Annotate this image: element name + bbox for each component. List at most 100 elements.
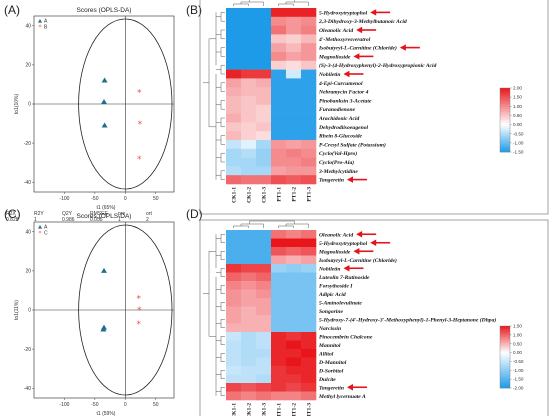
heatmap-cell (286, 87, 302, 97)
heatmap-cell (301, 289, 317, 299)
data-point-star: * (138, 120, 143, 130)
heatmap-cell (301, 34, 317, 44)
colorbar-segment (500, 107, 510, 110)
colorbar-tick-label: 1.00 (513, 332, 522, 337)
heatmap-cell (301, 349, 317, 358)
colorbar-tick-label: 0.00 (513, 122, 522, 127)
heatmap-cell (286, 366, 302, 375)
heatmap-cell (226, 113, 242, 123)
heatmap-cell (256, 315, 272, 324)
colorbar-segment (500, 105, 510, 108)
heatmap-cell (256, 34, 272, 44)
row-label: 3-Methylcytidine (318, 169, 358, 175)
highlight-arrow-head (370, 239, 377, 246)
legend-marker-star: * (39, 230, 42, 237)
heatmap-cell (256, 323, 272, 333)
colorbar-segment (500, 370, 510, 373)
metric-label: R2Y (34, 211, 44, 217)
colorbar-segment (500, 338, 510, 341)
metric-value: 0.055 (90, 217, 103, 223)
heatmap-cell (256, 148, 272, 158)
colorbar-segment (500, 144, 510, 146)
heatmap-cell (301, 113, 317, 123)
colorbar-segment (500, 332, 510, 335)
heatmap-cell (271, 332, 287, 341)
colorbar-segment (500, 364, 510, 367)
heatmap-cell (271, 175, 287, 185)
heatmap-cell (256, 43, 272, 53)
row-label: Oleanolic Acid (319, 232, 353, 238)
heatmap-cell (241, 104, 257, 114)
y-tick-label: 0 (28, 102, 31, 108)
heatmap-cell (256, 264, 272, 273)
heatmap-cell (286, 315, 302, 324)
column-label: CK1-2 (247, 403, 253, 416)
heatmap-cell (271, 157, 287, 167)
column-dendrogram (278, 3, 294, 6)
heatmap-cell (241, 69, 257, 79)
heatmap-cell (241, 157, 257, 167)
row-label: 4'-Methoxyresveratrol (318, 37, 371, 43)
heatmap-cell (286, 131, 302, 141)
heatmap-cell (301, 25, 317, 35)
highlight-arrow-head (343, 265, 350, 272)
row-label: Magnolioside (318, 249, 351, 255)
y-tick-label: -20 (24, 347, 31, 353)
row-label: 2,3-Dihydroxy-3-Methylbutanoic Acid (318, 19, 407, 25)
hotelling-ellipse (78, 224, 173, 396)
heatmap-cell (256, 374, 272, 384)
heatmap-cell (301, 69, 317, 79)
heatmap-cell (301, 104, 317, 114)
x-tick-label: 50 (153, 402, 159, 408)
row-label: Tangeretin (319, 385, 344, 391)
data-point-triangle (100, 326, 107, 332)
heatmap-cell (241, 340, 257, 350)
heatmap-cell (256, 332, 272, 341)
legend-label: B (44, 25, 48, 31)
colorbar-segment (500, 113, 510, 116)
heatmap-cell (226, 289, 242, 299)
colorbar-segment (500, 140, 510, 143)
heatmap-cell (256, 8, 272, 18)
heatmap-cell (241, 113, 257, 123)
heatmap-cell (286, 357, 302, 367)
heatmap-cell (271, 69, 287, 79)
colorbar-segment (500, 360, 510, 362)
row-label: 4-Epi-Curcumenol (318, 81, 363, 87)
row-label: 5-Hydroxy-7-(4'-Hydroxy-3'-Methoxyphenyl… (319, 316, 496, 323)
heatmap-cell (271, 60, 287, 70)
highlight-arrow-head (353, 248, 360, 255)
colorbar-segment (500, 366, 510, 369)
legend-label: C (44, 231, 48, 237)
colorbar-segment (500, 148, 510, 151)
heatmap-cell (271, 315, 287, 324)
panel-label-c: (C) (4, 207, 21, 221)
y-axis-label: to1(10%) (14, 94, 20, 115)
heatmap-cell (286, 323, 302, 333)
heatmap-cell (256, 289, 272, 299)
highlight-arrow-head (356, 26, 363, 34)
heatmap-cell (271, 25, 287, 35)
heatmap-cell (241, 264, 257, 273)
data-point-triangle (101, 122, 108, 128)
colorbar-segment (500, 355, 510, 358)
x-tick-label: 50 (153, 196, 159, 202)
colorbar-segment (500, 99, 510, 102)
colorbar-segment (500, 142, 510, 145)
heatmap-cell (301, 60, 317, 70)
column-dendrogram (285, 223, 309, 228)
heatmap-cell (226, 175, 242, 185)
colorbar-segment (500, 102, 510, 105)
x-tick-label: -50 (91, 402, 98, 408)
heatmap-cell (301, 340, 317, 350)
heatmap-cell (271, 366, 287, 375)
heatmap-cell (271, 43, 287, 53)
colorbar-segment (500, 326, 510, 328)
metric-label: Q2Y (62, 211, 73, 217)
heatmap-cell (226, 69, 242, 79)
column-label: CK1-1 (232, 187, 238, 203)
colorbar-tick-label: 1.50 (513, 95, 522, 100)
row-label: Oleanolic Acid (319, 28, 353, 34)
heatmap-cell (256, 104, 272, 114)
